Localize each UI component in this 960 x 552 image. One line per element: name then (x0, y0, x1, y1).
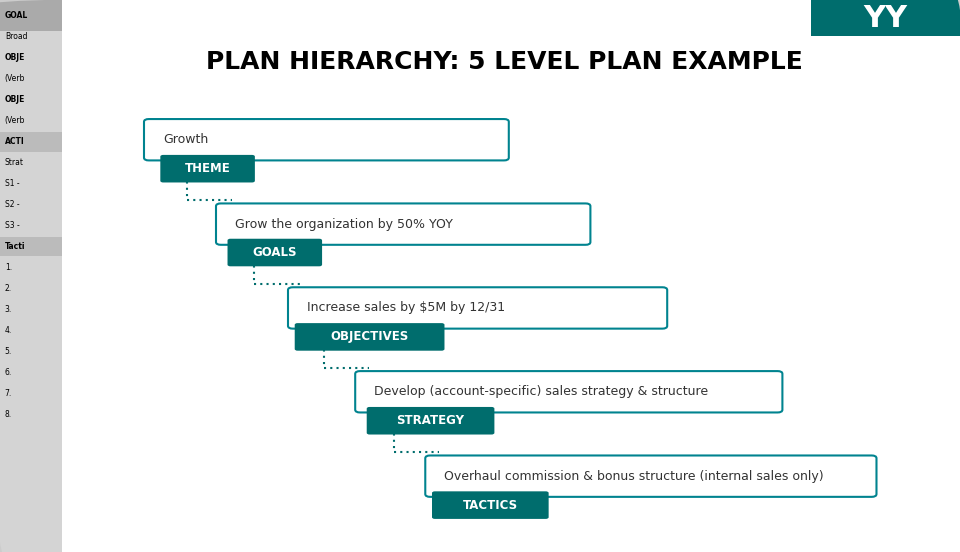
Text: ACTI: ACTI (5, 137, 25, 146)
FancyBboxPatch shape (811, 1, 960, 36)
Text: 1.: 1. (5, 263, 12, 272)
Text: Tacti: Tacti (5, 242, 25, 251)
Text: OBJE: OBJE (5, 95, 25, 104)
Text: 8.: 8. (5, 410, 12, 418)
FancyBboxPatch shape (288, 287, 667, 328)
Text: OBJECTIVES: OBJECTIVES (330, 331, 409, 343)
Text: OBJE: OBJE (5, 54, 25, 62)
Text: Broad: Broad (5, 33, 27, 41)
FancyBboxPatch shape (216, 204, 590, 245)
Text: Grow the organization by 50% YOY: Grow the organization by 50% YOY (235, 217, 453, 231)
Text: (Verb: (Verb (5, 75, 25, 83)
Text: Develop (account-specific) sales strategy & structure: Develop (account-specific) sales strateg… (374, 385, 708, 399)
FancyBboxPatch shape (425, 455, 876, 497)
FancyBboxPatch shape (0, 1, 62, 552)
Text: GOALS: GOALS (252, 246, 297, 259)
Text: (Verb: (Verb (5, 116, 25, 125)
FancyBboxPatch shape (0, 236, 62, 256)
FancyBboxPatch shape (432, 491, 549, 519)
Text: GOAL: GOAL (5, 12, 28, 20)
Text: 4.: 4. (5, 326, 12, 335)
Text: 3.: 3. (5, 305, 12, 314)
FancyBboxPatch shape (0, 132, 62, 152)
Text: STRATEGY: STRATEGY (396, 414, 465, 427)
FancyBboxPatch shape (144, 119, 509, 161)
Text: S3 -: S3 - (5, 221, 19, 230)
Text: 2.: 2. (5, 284, 12, 293)
Text: Overhaul commission & bonus structure (internal sales only): Overhaul commission & bonus structure (i… (444, 470, 824, 482)
Text: S2 -: S2 - (5, 200, 19, 209)
Text: 5.: 5. (5, 347, 12, 355)
FancyBboxPatch shape (0, 1, 62, 31)
Text: S1 -: S1 - (5, 179, 19, 188)
FancyBboxPatch shape (228, 238, 323, 266)
Text: 6.: 6. (5, 368, 12, 376)
Text: YY: YY (864, 4, 907, 33)
Text: TACTICS: TACTICS (463, 498, 517, 512)
FancyBboxPatch shape (160, 155, 254, 183)
FancyBboxPatch shape (295, 323, 444, 351)
FancyBboxPatch shape (355, 371, 782, 412)
Text: THEME: THEME (184, 162, 230, 175)
Text: Strat: Strat (5, 158, 24, 167)
Text: Growth: Growth (163, 133, 208, 146)
Text: Increase sales by $5M by 12/31: Increase sales by $5M by 12/31 (307, 301, 505, 315)
Text: PLAN HIERARCHY: 5 LEVEL PLAN EXAMPLE: PLAN HIERARCHY: 5 LEVEL PLAN EXAMPLE (205, 50, 803, 75)
FancyBboxPatch shape (367, 407, 494, 434)
Text: 7.: 7. (5, 389, 12, 397)
